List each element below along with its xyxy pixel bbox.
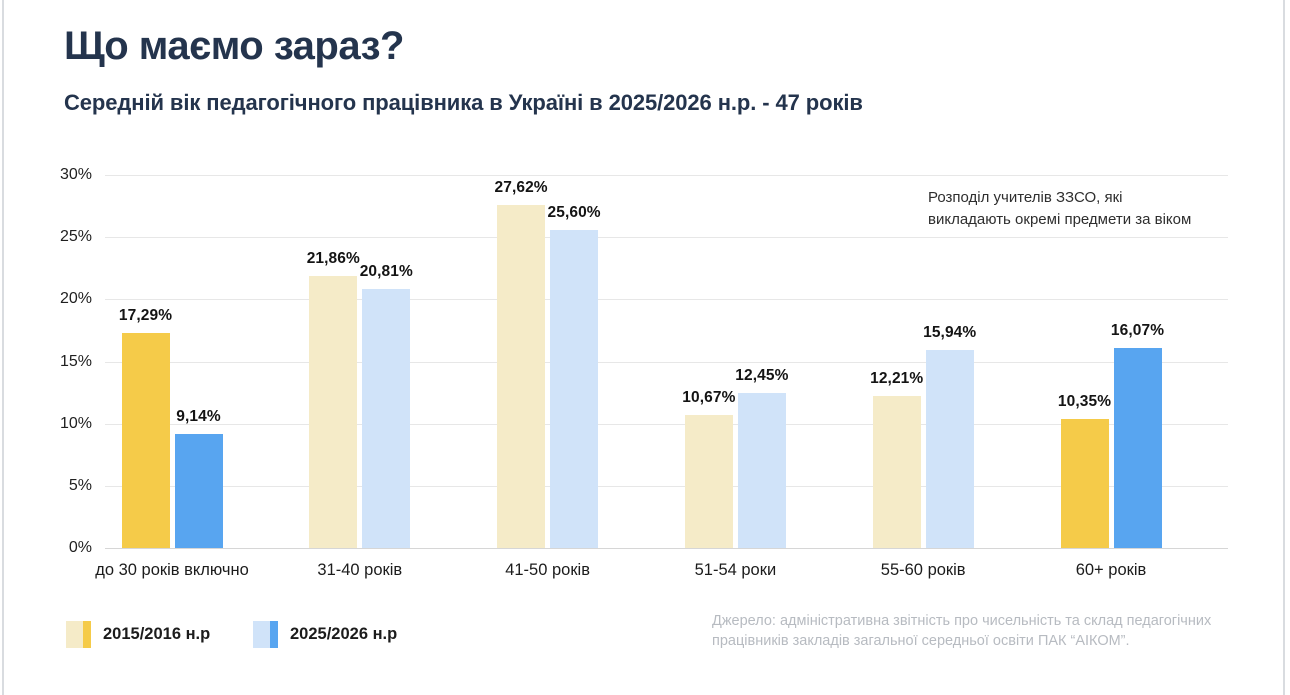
y-axis-tick-label: 30% bbox=[59, 166, 92, 183]
y-axis-tick-label: 25% bbox=[59, 228, 92, 246]
y-axis-tick-label: 10% bbox=[59, 414, 92, 432]
y-axis-tick-label: 0% bbox=[68, 539, 92, 556]
bar-value-label: 21,86% bbox=[306, 250, 360, 268]
legend-swatch-icon bbox=[66, 621, 91, 648]
right-edge-border bbox=[1283, 0, 1285, 695]
bar-value-label: 16,07% bbox=[1110, 322, 1165, 340]
page-subtitle: Середній вік педагогічного працівника в … bbox=[64, 90, 863, 115]
gridline bbox=[105, 175, 1228, 176]
y-axis-tick-label: 15% bbox=[59, 352, 92, 370]
bar-2015-2016 bbox=[309, 276, 358, 548]
bar-2025-2026 bbox=[737, 393, 786, 548]
legend-swatch-bright bbox=[270, 621, 278, 648]
bar-value-label: 9,14% bbox=[176, 408, 221, 426]
gridline bbox=[105, 299, 1228, 301]
legend-item: 2025/2026 н.р bbox=[253, 621, 397, 648]
bar-value-label: 25,60% bbox=[547, 203, 601, 221]
bar-2015-2016 bbox=[497, 204, 546, 548]
bar-value-label: 12,45% bbox=[735, 367, 789, 385]
gridline bbox=[105, 485, 1228, 487]
bar-value-label: 10,67% bbox=[682, 389, 736, 407]
bar-value-label: 17,29% bbox=[118, 307, 173, 325]
category-label: 55-60 років bbox=[880, 561, 966, 579]
y-axis-tick-label: 5% bbox=[68, 476, 92, 494]
bar-value-label: 12,21% bbox=[870, 370, 924, 388]
bar-2015-2016 bbox=[872, 396, 921, 548]
gridline bbox=[105, 548, 1228, 549]
gridline bbox=[105, 361, 1228, 363]
legend-swatch-muted bbox=[66, 621, 83, 648]
legend-swatch-muted bbox=[253, 621, 270, 648]
source-note: Джерело: адміністративна звітність про ч… bbox=[712, 613, 1212, 649]
legend-label: 2025/2026 н.р bbox=[290, 625, 398, 643]
category-label: 31-40 років bbox=[317, 561, 403, 579]
category-label: 51-54 роки bbox=[694, 561, 777, 579]
bar-2025-2026 bbox=[550, 229, 599, 548]
bar-value-label: 10,35% bbox=[1057, 393, 1112, 411]
bar-2025-2026 bbox=[1113, 348, 1162, 548]
left-edge-border bbox=[2, 0, 4, 695]
bar-2025-2026 bbox=[925, 349, 974, 548]
gridline bbox=[105, 423, 1228, 425]
legend-item: 2015/2016 н.р bbox=[66, 621, 210, 648]
category-label: 60+ років bbox=[1075, 561, 1147, 579]
gridline bbox=[105, 237, 1228, 239]
y-axis-tick-label: 20% bbox=[59, 290, 92, 308]
bar-2015-2016 bbox=[1060, 419, 1109, 548]
legend-label: 2015/2016 н.р bbox=[103, 625, 211, 643]
legend-swatch-icon bbox=[253, 621, 278, 648]
bar-2015-2016 bbox=[121, 333, 170, 548]
category-label: до 30 років включно bbox=[95, 561, 249, 579]
page-title: Що маємо зараз? bbox=[64, 24, 404, 68]
bar-value-label: 15,94% bbox=[923, 323, 977, 341]
category-label: 41-50 років bbox=[505, 561, 590, 579]
bar-value-label: 20,81% bbox=[359, 263, 413, 281]
legend-swatch-bright bbox=[83, 621, 91, 648]
chart-annotation: Розподіл учителів ЗЗСО, які викладають о… bbox=[928, 189, 1192, 228]
bar-2025-2026 bbox=[174, 434, 223, 548]
bar-value-label: 27,62% bbox=[494, 178, 548, 196]
bar-2015-2016 bbox=[684, 415, 733, 548]
bar-2025-2026 bbox=[362, 289, 411, 548]
